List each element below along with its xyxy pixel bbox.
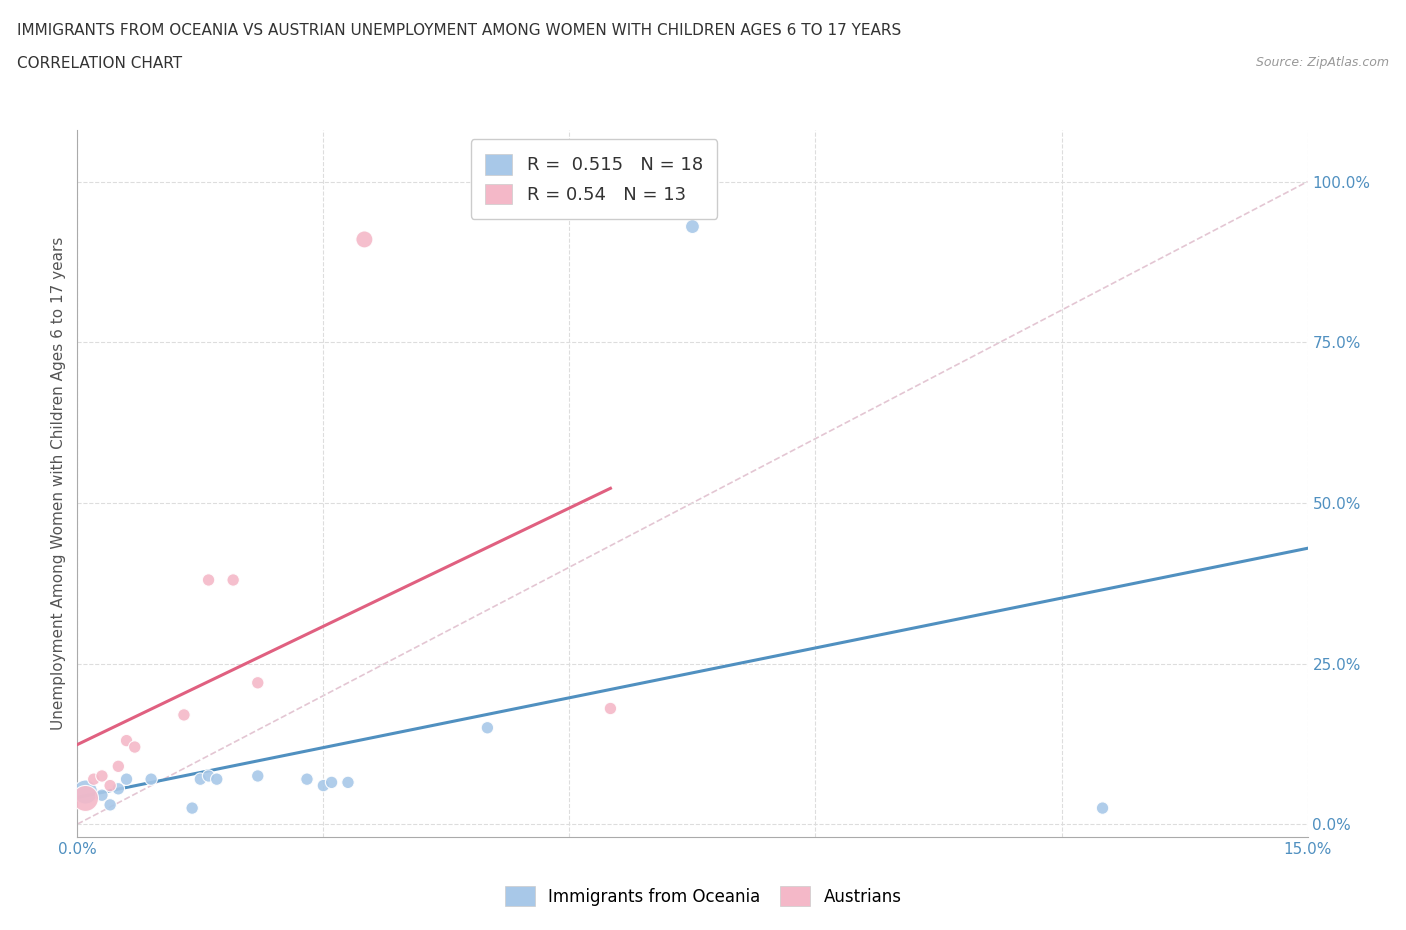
Point	[477, 721, 499, 736]
Point	[90, 788, 114, 803]
Point	[295, 772, 318, 787]
Point	[321, 775, 343, 790]
Point	[246, 675, 269, 690]
Point	[83, 772, 105, 787]
Text: IMMIGRANTS FROM OCEANIA VS AUSTRIAN UNEMPLOYMENT AMONG WOMEN WITH CHILDREN AGES : IMMIGRANTS FROM OCEANIA VS AUSTRIAN UNEM…	[17, 23, 901, 38]
Legend: Immigrants from Oceania, Austrians: Immigrants from Oceania, Austrians	[498, 880, 908, 912]
Y-axis label: Unemployment Among Women with Children Ages 6 to 17 years: Unemployment Among Women with Children A…	[51, 237, 66, 730]
Point	[682, 219, 704, 234]
Point	[75, 785, 97, 800]
Point	[197, 768, 219, 783]
Point	[353, 232, 375, 246]
Point	[246, 768, 269, 783]
Point	[599, 701, 621, 716]
Point	[90, 768, 114, 783]
Point	[337, 775, 360, 790]
Point	[75, 791, 97, 806]
Point	[107, 759, 129, 774]
Point	[173, 708, 195, 723]
Point	[141, 772, 163, 787]
Point	[197, 573, 219, 588]
Point	[1091, 801, 1114, 816]
Point	[98, 797, 121, 812]
Point	[205, 772, 228, 787]
Point	[115, 772, 138, 787]
Legend: R =  0.515   N = 18, R = 0.54   N = 13: R = 0.515 N = 18, R = 0.54 N = 13	[471, 140, 717, 219]
Point	[181, 801, 204, 816]
Point	[115, 733, 138, 748]
Text: CORRELATION CHART: CORRELATION CHART	[17, 56, 181, 71]
Point	[124, 739, 146, 754]
Point	[98, 778, 121, 793]
Point	[188, 772, 212, 787]
Point	[107, 781, 129, 796]
Text: Source: ZipAtlas.com: Source: ZipAtlas.com	[1256, 56, 1389, 69]
Point	[312, 778, 335, 793]
Point	[222, 573, 245, 588]
